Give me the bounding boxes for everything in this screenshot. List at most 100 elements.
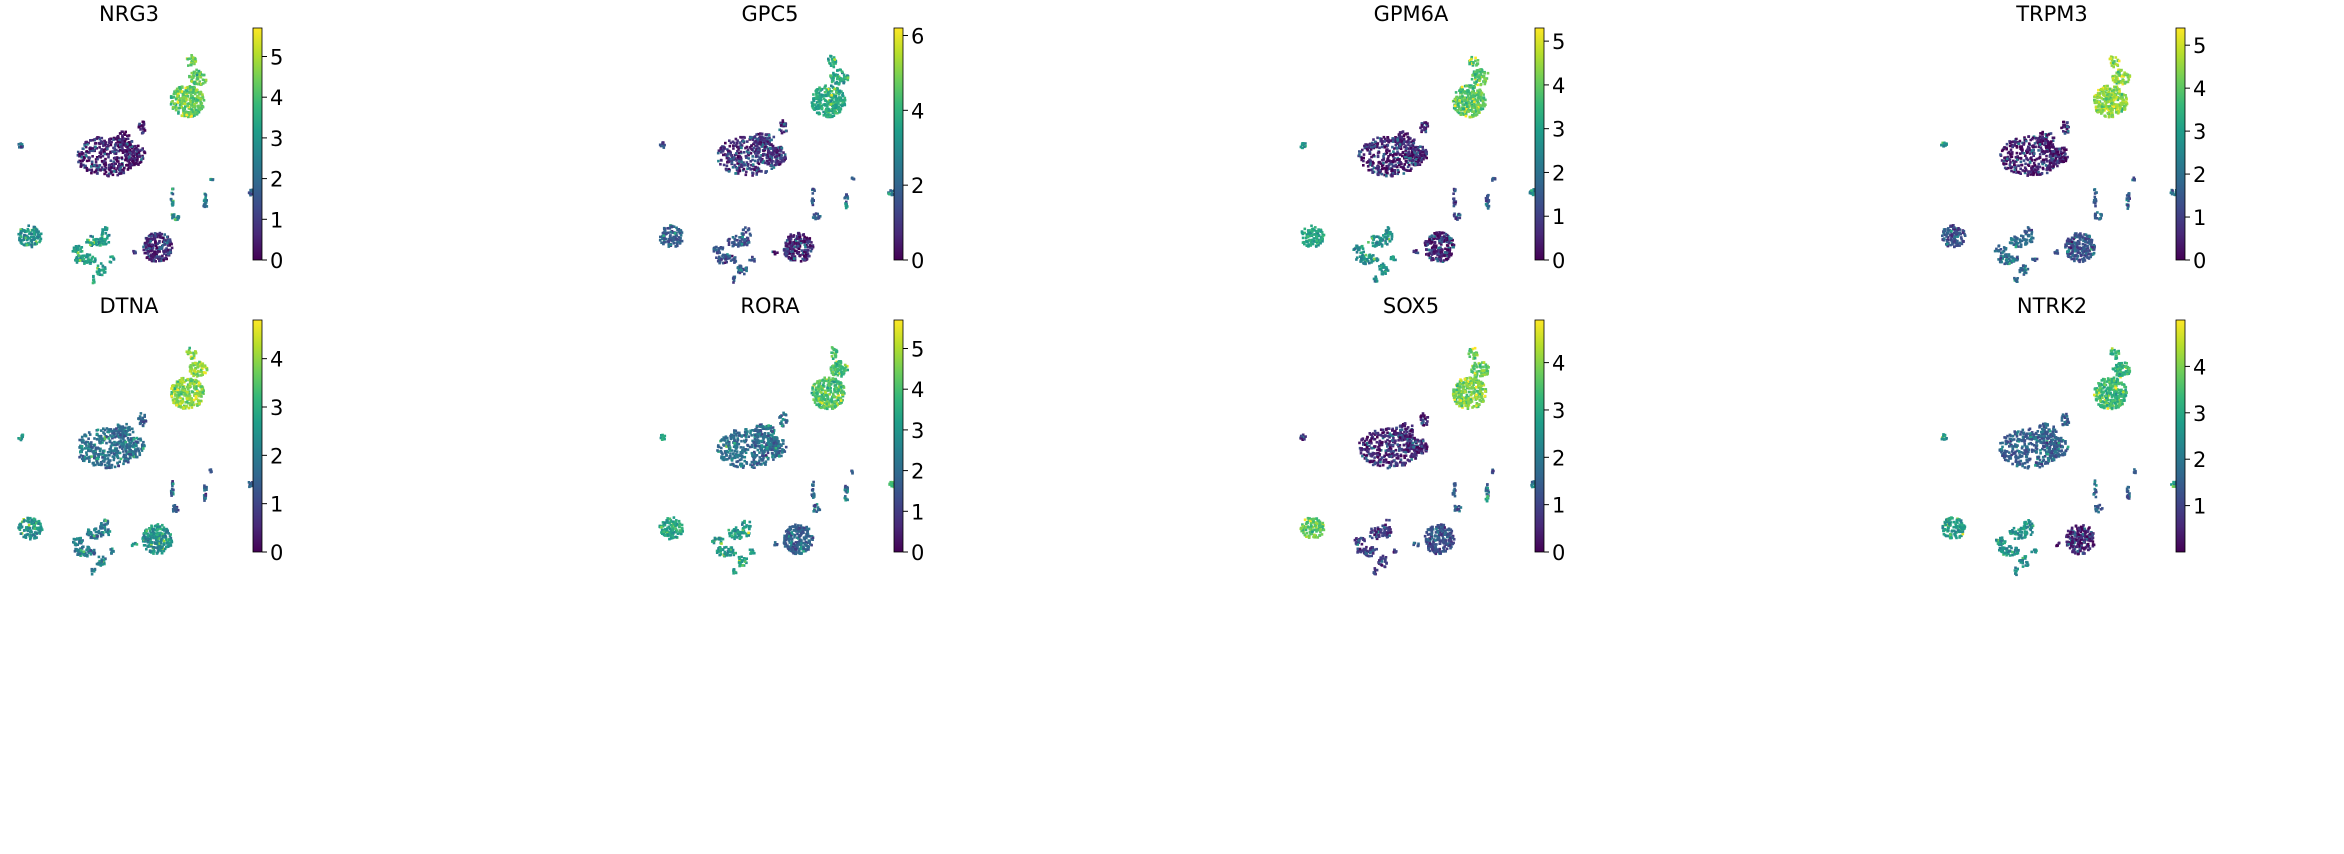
cell-point [197, 96, 200, 99]
cell-point [839, 79, 842, 82]
cell-point [126, 159, 129, 163]
cell-point [182, 98, 185, 102]
cell-point [747, 241, 751, 244]
cell-point [165, 235, 169, 239]
cell-point [1438, 239, 1441, 243]
cell-point [104, 242, 108, 246]
cell-point [2118, 90, 2121, 93]
cell-point [2034, 137, 2038, 140]
cell-point [835, 105, 839, 108]
cell-point [839, 99, 843, 102]
cell-point [195, 96, 199, 100]
cell-point [767, 162, 771, 165]
cell-point [730, 161, 734, 165]
cell-point [2026, 147, 2030, 150]
cell-point [2032, 162, 2036, 165]
cell-point [74, 259, 78, 262]
cell-point [887, 192, 891, 195]
cell-point [138, 149, 142, 152]
cell-point [742, 228, 746, 231]
cell-point [105, 226, 109, 230]
cell-point [171, 187, 174, 191]
cell-point [1311, 227, 1315, 231]
cell-point [193, 80, 197, 84]
cell-point [827, 57, 830, 61]
cell-point [78, 154, 81, 158]
cell-point [1404, 159, 1408, 163]
cell-point [1386, 226, 1390, 229]
cell-point [154, 232, 157, 236]
cell-point [163, 233, 166, 236]
cell-point [1450, 252, 1453, 256]
cell-point [128, 145, 132, 148]
cell-point [834, 111, 837, 115]
cell-point [807, 248, 810, 252]
cell-point [1402, 172, 1406, 175]
cell-point [1420, 159, 1423, 162]
cell-point [812, 97, 815, 100]
cell-point [124, 144, 127, 147]
cell-point [2105, 97, 2108, 100]
cell-point [179, 100, 183, 103]
cell-point [124, 155, 128, 159]
cell-point [834, 103, 838, 106]
cell-point [2015, 151, 2019, 155]
cell-point [1362, 159, 1365, 163]
cell-point [1315, 245, 1318, 248]
cell-point [754, 165, 757, 169]
cell-point [196, 82, 200, 86]
cell-point [731, 140, 735, 144]
cell-point [803, 250, 806, 254]
cell-point [1375, 235, 1379, 238]
cell-point [72, 249, 76, 252]
cell-point [2110, 99, 2113, 102]
cell-point [171, 100, 174, 103]
cell-point [195, 82, 198, 86]
cell-point [205, 205, 209, 208]
cell-point [666, 240, 670, 243]
cell-point [2117, 80, 2120, 84]
cell-point [116, 139, 120, 143]
cell-point [118, 167, 122, 171]
cell-point [721, 255, 724, 258]
cell-point [832, 65, 836, 69]
cell-point [662, 240, 666, 244]
cell-point [1366, 165, 1370, 168]
cell-point [1362, 262, 1366, 265]
cell-point [1396, 138, 1400, 142]
cell-point [829, 74, 832, 77]
cell-point [105, 237, 109, 240]
cell-point [797, 247, 801, 251]
cell-point [1478, 76, 1481, 80]
cell-point [850, 177, 854, 180]
cell-point [831, 114, 834, 118]
cell-point [780, 146, 783, 150]
cell-point [826, 91, 830, 94]
cell-point [23, 233, 26, 237]
cell-point [126, 168, 130, 171]
cell-point [1487, 204, 1491, 208]
cell-point [1468, 62, 1472, 65]
cell-point [663, 237, 666, 240]
cell-point [2117, 59, 2121, 63]
cell-point [199, 71, 202, 74]
cell-point [107, 153, 110, 156]
cell-point [1409, 156, 1412, 160]
cell-point [249, 188, 252, 192]
cell-point [1415, 249, 1418, 252]
cell-point [826, 93, 829, 96]
cell-point [830, 58, 834, 61]
cell-point [102, 271, 106, 274]
cell-point [1390, 162, 1394, 166]
cell-point [789, 245, 793, 248]
cell-point [106, 234, 109, 238]
cell-point [86, 143, 89, 146]
cell-point [189, 96, 193, 100]
cell-point [115, 137, 119, 141]
cell-point [75, 261, 79, 264]
cell-point [1398, 153, 1402, 157]
